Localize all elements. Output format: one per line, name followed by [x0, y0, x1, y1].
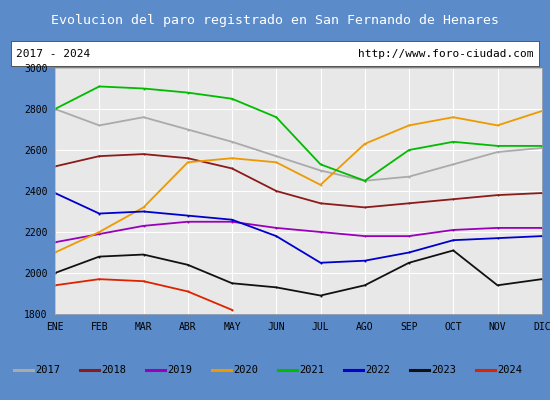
Text: 2017 - 2024: 2017 - 2024: [16, 49, 91, 59]
Text: 2022: 2022: [365, 365, 390, 375]
Text: 2018: 2018: [101, 365, 127, 375]
Text: 2023: 2023: [431, 365, 456, 375]
Text: 2019: 2019: [167, 365, 192, 375]
Text: 2020: 2020: [233, 365, 258, 375]
Text: Evolucion del paro registrado en San Fernando de Henares: Evolucion del paro registrado en San Fer…: [51, 14, 499, 27]
Text: 2024: 2024: [497, 365, 522, 375]
Text: 2021: 2021: [299, 365, 324, 375]
Text: http://www.foro-ciudad.com: http://www.foro-ciudad.com: [358, 49, 534, 59]
Text: 2017: 2017: [35, 365, 60, 375]
